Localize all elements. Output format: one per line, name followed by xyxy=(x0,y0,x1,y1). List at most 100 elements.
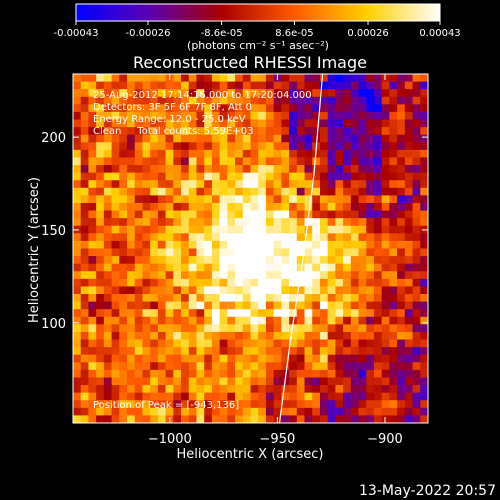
peak-position-text: Position of Peak = [-943,136] xyxy=(93,400,239,411)
heatmap-cell xyxy=(358,233,367,242)
heatmap-cell xyxy=(103,149,113,159)
heatmap-cell xyxy=(412,74,421,83)
heatmap-cell xyxy=(134,263,144,272)
heatmap-cell xyxy=(304,286,313,295)
heatmap-cell xyxy=(173,294,182,303)
heatmap-cell xyxy=(80,415,90,423)
heatmap-cell xyxy=(389,240,398,250)
heatmap-cell xyxy=(80,127,90,136)
heatmap-cell xyxy=(80,369,90,379)
heatmap-cell xyxy=(134,362,144,371)
heatmap-cell xyxy=(103,225,113,234)
heatmap-cell xyxy=(96,172,105,181)
heatmap-cell xyxy=(265,309,275,318)
heatmap-cell xyxy=(150,195,159,204)
heatmap-cell xyxy=(181,111,190,121)
heatmap-cell xyxy=(343,377,352,386)
heatmap-cell xyxy=(296,187,306,196)
heatmap-cell xyxy=(350,157,360,166)
heatmap-cell xyxy=(181,104,190,113)
heatmap-cell xyxy=(296,324,306,333)
heatmap-cell xyxy=(304,111,313,121)
heatmap-cell xyxy=(127,134,136,143)
heatmap-cell xyxy=(343,316,352,325)
heatmap-cell xyxy=(142,81,151,90)
heatmap-cell xyxy=(397,157,406,166)
heatmap-cell xyxy=(265,339,275,348)
heatmap-cell xyxy=(273,111,282,121)
heatmap-cell xyxy=(412,309,421,318)
heatmap-cell xyxy=(335,392,344,401)
heatmap-cell xyxy=(319,369,329,379)
heatmap-cell xyxy=(80,331,90,341)
heatmap-cell xyxy=(219,309,228,318)
heatmap-cell xyxy=(281,240,290,250)
heatmap-cell xyxy=(258,104,267,113)
heatmap-cell xyxy=(134,407,144,417)
heatmap-cell xyxy=(381,324,391,333)
heatmap-cell xyxy=(150,347,159,356)
heatmap-cell xyxy=(150,149,159,159)
heatmap-cell xyxy=(366,225,375,234)
heatmap-cell xyxy=(211,165,221,174)
heatmap-cell xyxy=(381,407,391,417)
heatmap-cell xyxy=(412,142,421,151)
heatmap-cell xyxy=(250,233,259,242)
heatmap-cell xyxy=(111,149,120,159)
heatmap-cell xyxy=(420,195,428,204)
heatmap-cell xyxy=(111,331,120,341)
heatmap-cell xyxy=(157,240,167,250)
heatmap-cell xyxy=(196,119,205,128)
heatmap-cell xyxy=(366,210,375,219)
heatmap-cell xyxy=(389,149,398,159)
heatmap-cell xyxy=(204,392,213,401)
heatmap-cell xyxy=(258,142,267,151)
heatmap-cell xyxy=(88,195,97,204)
heatmap-cell xyxy=(335,407,344,417)
heatmap-cell xyxy=(273,180,282,189)
heatmap-cell xyxy=(211,271,221,280)
heatmap-cell xyxy=(312,74,321,83)
heatmap-cell xyxy=(312,195,321,204)
heatmap-cell xyxy=(111,362,120,371)
heatmap-cell xyxy=(250,127,259,136)
heatmap-cell xyxy=(404,127,414,136)
heatmap-cell xyxy=(343,369,352,379)
heatmap-cell xyxy=(350,89,360,98)
heatmap-cell xyxy=(250,195,259,204)
heatmap-cell xyxy=(281,195,290,204)
heatmap-cell xyxy=(127,362,136,371)
heatmap-cell xyxy=(242,301,252,310)
heatmap-cell xyxy=(165,278,174,288)
heatmap-cell xyxy=(289,127,298,136)
heatmap-cell xyxy=(242,369,252,379)
x-tick-label: −1000 xyxy=(148,432,192,447)
heatmap-cell xyxy=(250,415,259,423)
heatmap-cell xyxy=(80,240,90,250)
heatmap-cell xyxy=(358,96,367,105)
heatmap-cell xyxy=(165,271,174,280)
heatmap-cell xyxy=(281,218,290,227)
heatmap-cell xyxy=(111,111,120,121)
heatmap-cell xyxy=(235,301,244,310)
heatmap-cell xyxy=(165,362,174,371)
heatmap-cell xyxy=(250,134,259,143)
heatmap-cell xyxy=(173,263,182,272)
heatmap-cell xyxy=(142,180,151,189)
heatmap-cell xyxy=(242,165,252,174)
heatmap-cell xyxy=(181,324,190,333)
heatmap-cell xyxy=(343,127,352,136)
heatmap-cell xyxy=(358,339,367,348)
heatmap-cell xyxy=(397,263,406,272)
heatmap-cell xyxy=(127,248,136,257)
heatmap-cell xyxy=(373,248,383,257)
heatmap-cell xyxy=(181,369,190,379)
heatmap-cell xyxy=(196,81,205,90)
heatmap-cell xyxy=(134,385,144,394)
heatmap-cell xyxy=(188,286,198,295)
heatmap-cell xyxy=(319,119,329,128)
heatmap-cell xyxy=(188,347,198,356)
heatmap-cell xyxy=(366,104,375,113)
heatmap-cell xyxy=(343,309,352,318)
heatmap-cell xyxy=(157,127,167,136)
